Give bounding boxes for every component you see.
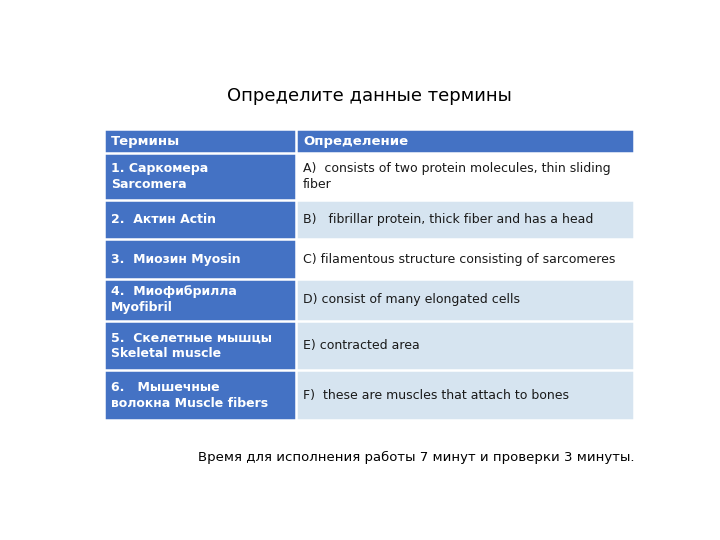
Bar — [104, 200, 297, 239]
Bar — [297, 129, 634, 153]
Text: B)   fibrillar protein, thick fiber and has a head: B) fibrillar protein, thick fiber and ha… — [303, 213, 593, 226]
Text: 4.  Миофибрилла
Myofibril: 4. Миофибрилла Myofibril — [111, 285, 237, 314]
Text: 6.   Мышечные
волокна Muscle fibers: 6. Мышечные волокна Muscle fibers — [111, 381, 268, 410]
Bar — [297, 321, 634, 370]
Text: Термины: Термины — [111, 134, 180, 147]
Text: 3.  Миозин Myosin: 3. Миозин Myosin — [111, 253, 240, 266]
Text: A)  consists of two protein molecules, thin sliding
fiber: A) consists of two protein molecules, th… — [303, 162, 611, 191]
Bar — [104, 279, 297, 321]
Text: Время для исполнения работы 7 минут и проверки 3 минуты.: Время для исполнения работы 7 минут и пр… — [197, 451, 634, 464]
Bar — [104, 153, 297, 200]
Bar — [104, 239, 297, 279]
Bar — [104, 370, 297, 420]
Text: E) contracted area: E) contracted area — [303, 339, 420, 352]
Text: 5.  Скелетные мышцы
Skeletal muscle: 5. Скелетные мышцы Skeletal muscle — [111, 331, 271, 360]
Bar — [297, 279, 634, 321]
Text: 1. Саркомера
Sarcomera: 1. Саркомера Sarcomera — [111, 162, 208, 191]
Text: D) consist of many elongated cells: D) consist of many elongated cells — [303, 293, 520, 306]
Bar — [297, 153, 634, 200]
Text: Определите данные термины: Определите данные термины — [227, 87, 511, 105]
Text: Определение: Определение — [303, 134, 408, 147]
Bar — [104, 321, 297, 370]
Bar — [297, 370, 634, 420]
Text: 2.  Актин Actin: 2. Актин Actin — [111, 213, 216, 226]
Text: F)  these are muscles that attach to bones: F) these are muscles that attach to bone… — [303, 389, 569, 402]
Bar — [104, 129, 297, 153]
Bar — [297, 239, 634, 279]
Bar — [297, 200, 634, 239]
Text: C) filamentous structure consisting of sarcomeres: C) filamentous structure consisting of s… — [303, 253, 616, 266]
